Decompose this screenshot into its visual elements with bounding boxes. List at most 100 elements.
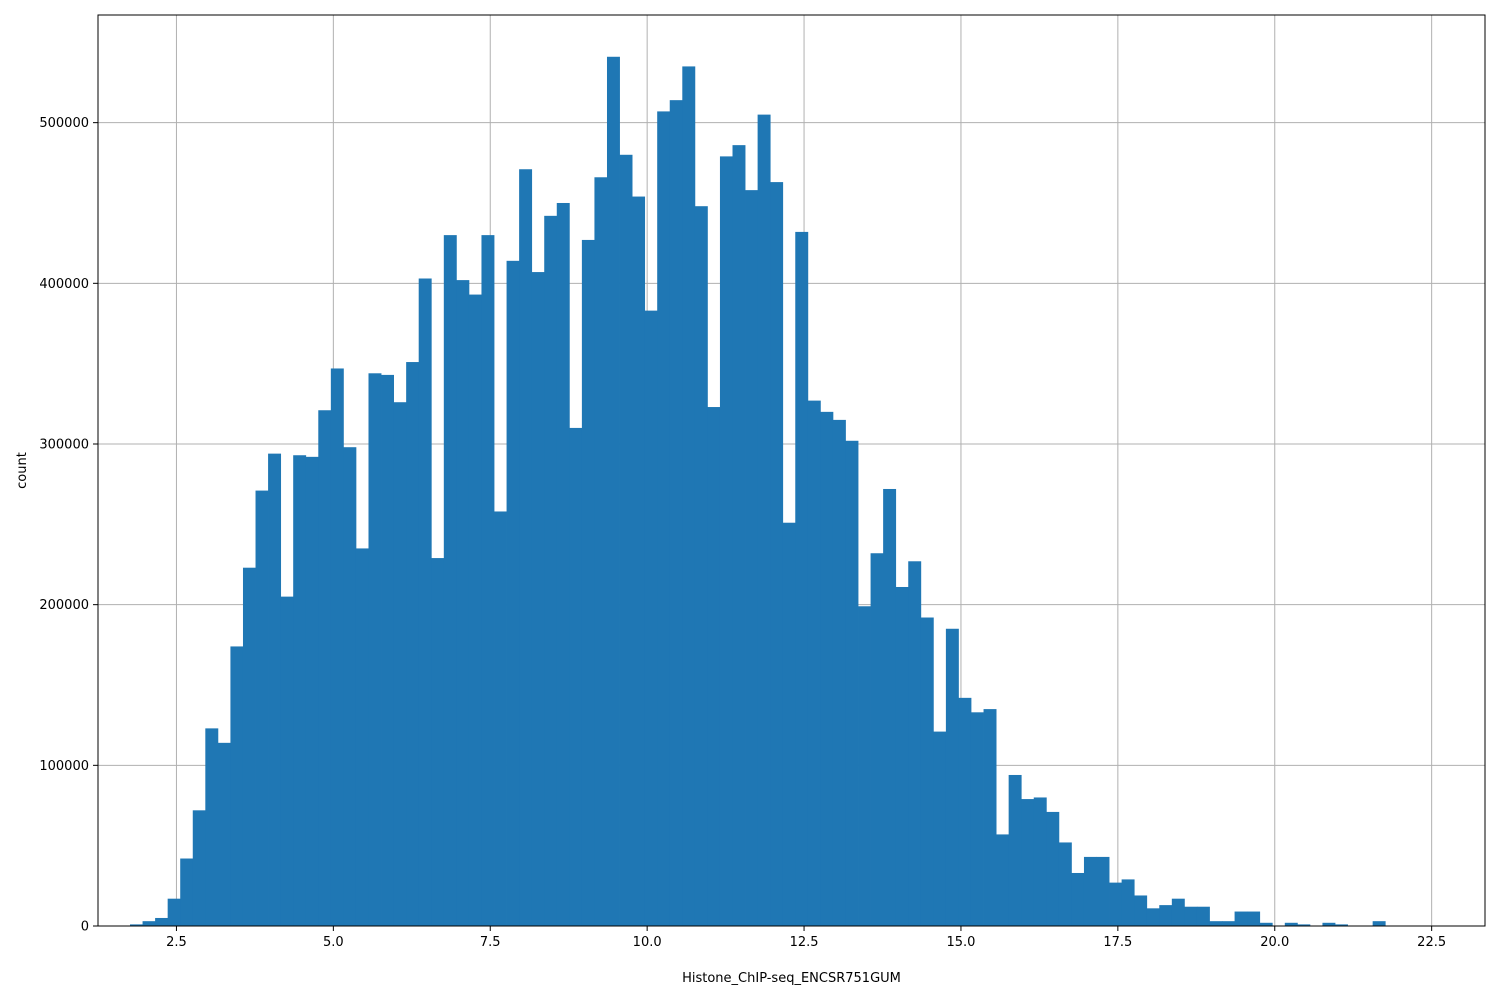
histogram-bar	[569, 427, 583, 926]
x-tick-label: 17.5	[1103, 935, 1132, 950]
histogram-bar	[544, 215, 558, 926]
histogram-bar	[418, 278, 432, 926]
histogram-bar	[1146, 908, 1160, 926]
histogram-bar	[230, 646, 244, 926]
histogram-bar	[807, 400, 821, 926]
histogram-bar	[1297, 924, 1311, 926]
histogram-bar	[355, 548, 369, 926]
histogram-bar	[1046, 811, 1060, 926]
histogram-bar	[669, 100, 683, 926]
x-tick-label: 20.0	[1260, 935, 1289, 950]
histogram-bar	[820, 411, 834, 927]
histogram-bar	[192, 810, 206, 926]
histogram-bar	[1008, 774, 1022, 926]
histogram-bar	[1196, 906, 1210, 926]
histogram-bar	[1033, 797, 1047, 926]
histogram-bar	[1071, 872, 1085, 926]
histogram-bar	[1096, 856, 1110, 926]
histogram-bar	[406, 362, 420, 926]
histogram-bar	[205, 728, 219, 926]
histogram-bar	[682, 66, 696, 927]
x-tick-label: 7.5	[480, 935, 501, 950]
histogram-bar	[167, 898, 181, 926]
histogram-bar	[330, 368, 344, 926]
histogram-bar	[1171, 898, 1185, 926]
histogram-bar	[468, 294, 482, 926]
histogram-bar	[657, 111, 671, 927]
histogram-bar	[393, 402, 407, 926]
x-axis-label: Histone_ChIP-seq_ENCSR751GUM	[682, 971, 901, 986]
x-tick-label: 12.5	[790, 935, 819, 950]
histogram-bar	[581, 239, 595, 926]
histogram-bar	[933, 731, 947, 926]
histogram-bar	[1184, 906, 1198, 926]
histogram-bar	[606, 56, 620, 927]
histogram-bar	[719, 156, 733, 926]
histogram-bar	[782, 522, 796, 926]
y-tick-label: 400000	[39, 277, 89, 292]
histogram-bar	[845, 440, 859, 926]
histogram-bar	[180, 858, 194, 926]
histogram-bar	[832, 419, 846, 926]
histogram-bar	[155, 917, 169, 926]
histogram-bar	[255, 490, 269, 926]
histogram-bar	[745, 190, 759, 927]
histogram-bar	[242, 567, 256, 926]
histogram-bar	[1372, 921, 1386, 926]
histogram-bar	[443, 235, 457, 926]
histogram-bar	[594, 177, 608, 926]
histogram-bar	[1222, 921, 1235, 926]
histogram-bar	[1234, 911, 1248, 926]
histogram-bar	[1209, 921, 1223, 926]
histogram-bar	[757, 114, 771, 926]
histogram-bar	[983, 709, 997, 926]
histogram-bar	[996, 834, 1010, 926]
x-tick-label: 2.5	[166, 935, 187, 950]
x-tick-label: 10.0	[633, 935, 662, 950]
histogram-bar	[920, 617, 934, 926]
histogram-bar	[343, 447, 357, 926]
histogram-bar	[217, 742, 231, 926]
histogram-bar	[644, 310, 658, 926]
histogram-bar	[142, 921, 156, 926]
histogram-bar	[970, 712, 984, 926]
histogram-bar	[1284, 922, 1298, 926]
histogram-bar	[770, 182, 784, 927]
histogram-bar	[619, 154, 633, 926]
histogram-bar	[795, 231, 809, 926]
axis-ticks: 2.5 5.0 7.5 10.0 12.5 15.0 17.5 20.0 22.5 0 100000…	[39, 116, 1446, 950]
histogram-bar	[870, 553, 884, 926]
plot-frame	[97, 14, 1486, 927]
histogram-bar	[1058, 842, 1072, 926]
histogram-bar	[305, 456, 319, 926]
histogram-bar	[707, 407, 721, 926]
histogram-bar	[858, 606, 871, 926]
histogram-bar	[481, 235, 495, 926]
histogram-bar	[1109, 882, 1123, 926]
histogram-bar	[368, 373, 382, 926]
histogram-bar	[1083, 856, 1097, 926]
histogram-bar	[632, 196, 646, 926]
histogram-bar	[1121, 879, 1135, 926]
histogram-bar	[895, 586, 909, 926]
histogram-bar	[130, 924, 143, 926]
y-tick-label: 0	[81, 920, 89, 935]
x-tick-label: 5.0	[323, 935, 344, 950]
y-axis-label: count	[15, 452, 30, 489]
x-tick-label: 22.5	[1417, 935, 1446, 950]
histogram-bar	[318, 410, 332, 927]
histogram-bar	[1335, 924, 1348, 926]
histogram-bar	[945, 628, 959, 926]
x-tick-label: 15.0	[946, 935, 975, 950]
histogram-bars	[130, 56, 1386, 927]
histogram-bar	[1159, 905, 1173, 926]
y-tick-label: 500000	[39, 116, 89, 131]
histogram-bar	[1134, 895, 1148, 926]
y-tick-label: 100000	[39, 759, 89, 774]
histogram-bar	[1259, 922, 1273, 926]
histogram-bar	[1021, 799, 1035, 926]
y-tick-label: 300000	[39, 437, 89, 452]
histogram-bar	[280, 596, 294, 926]
histogram-bar	[431, 558, 445, 926]
